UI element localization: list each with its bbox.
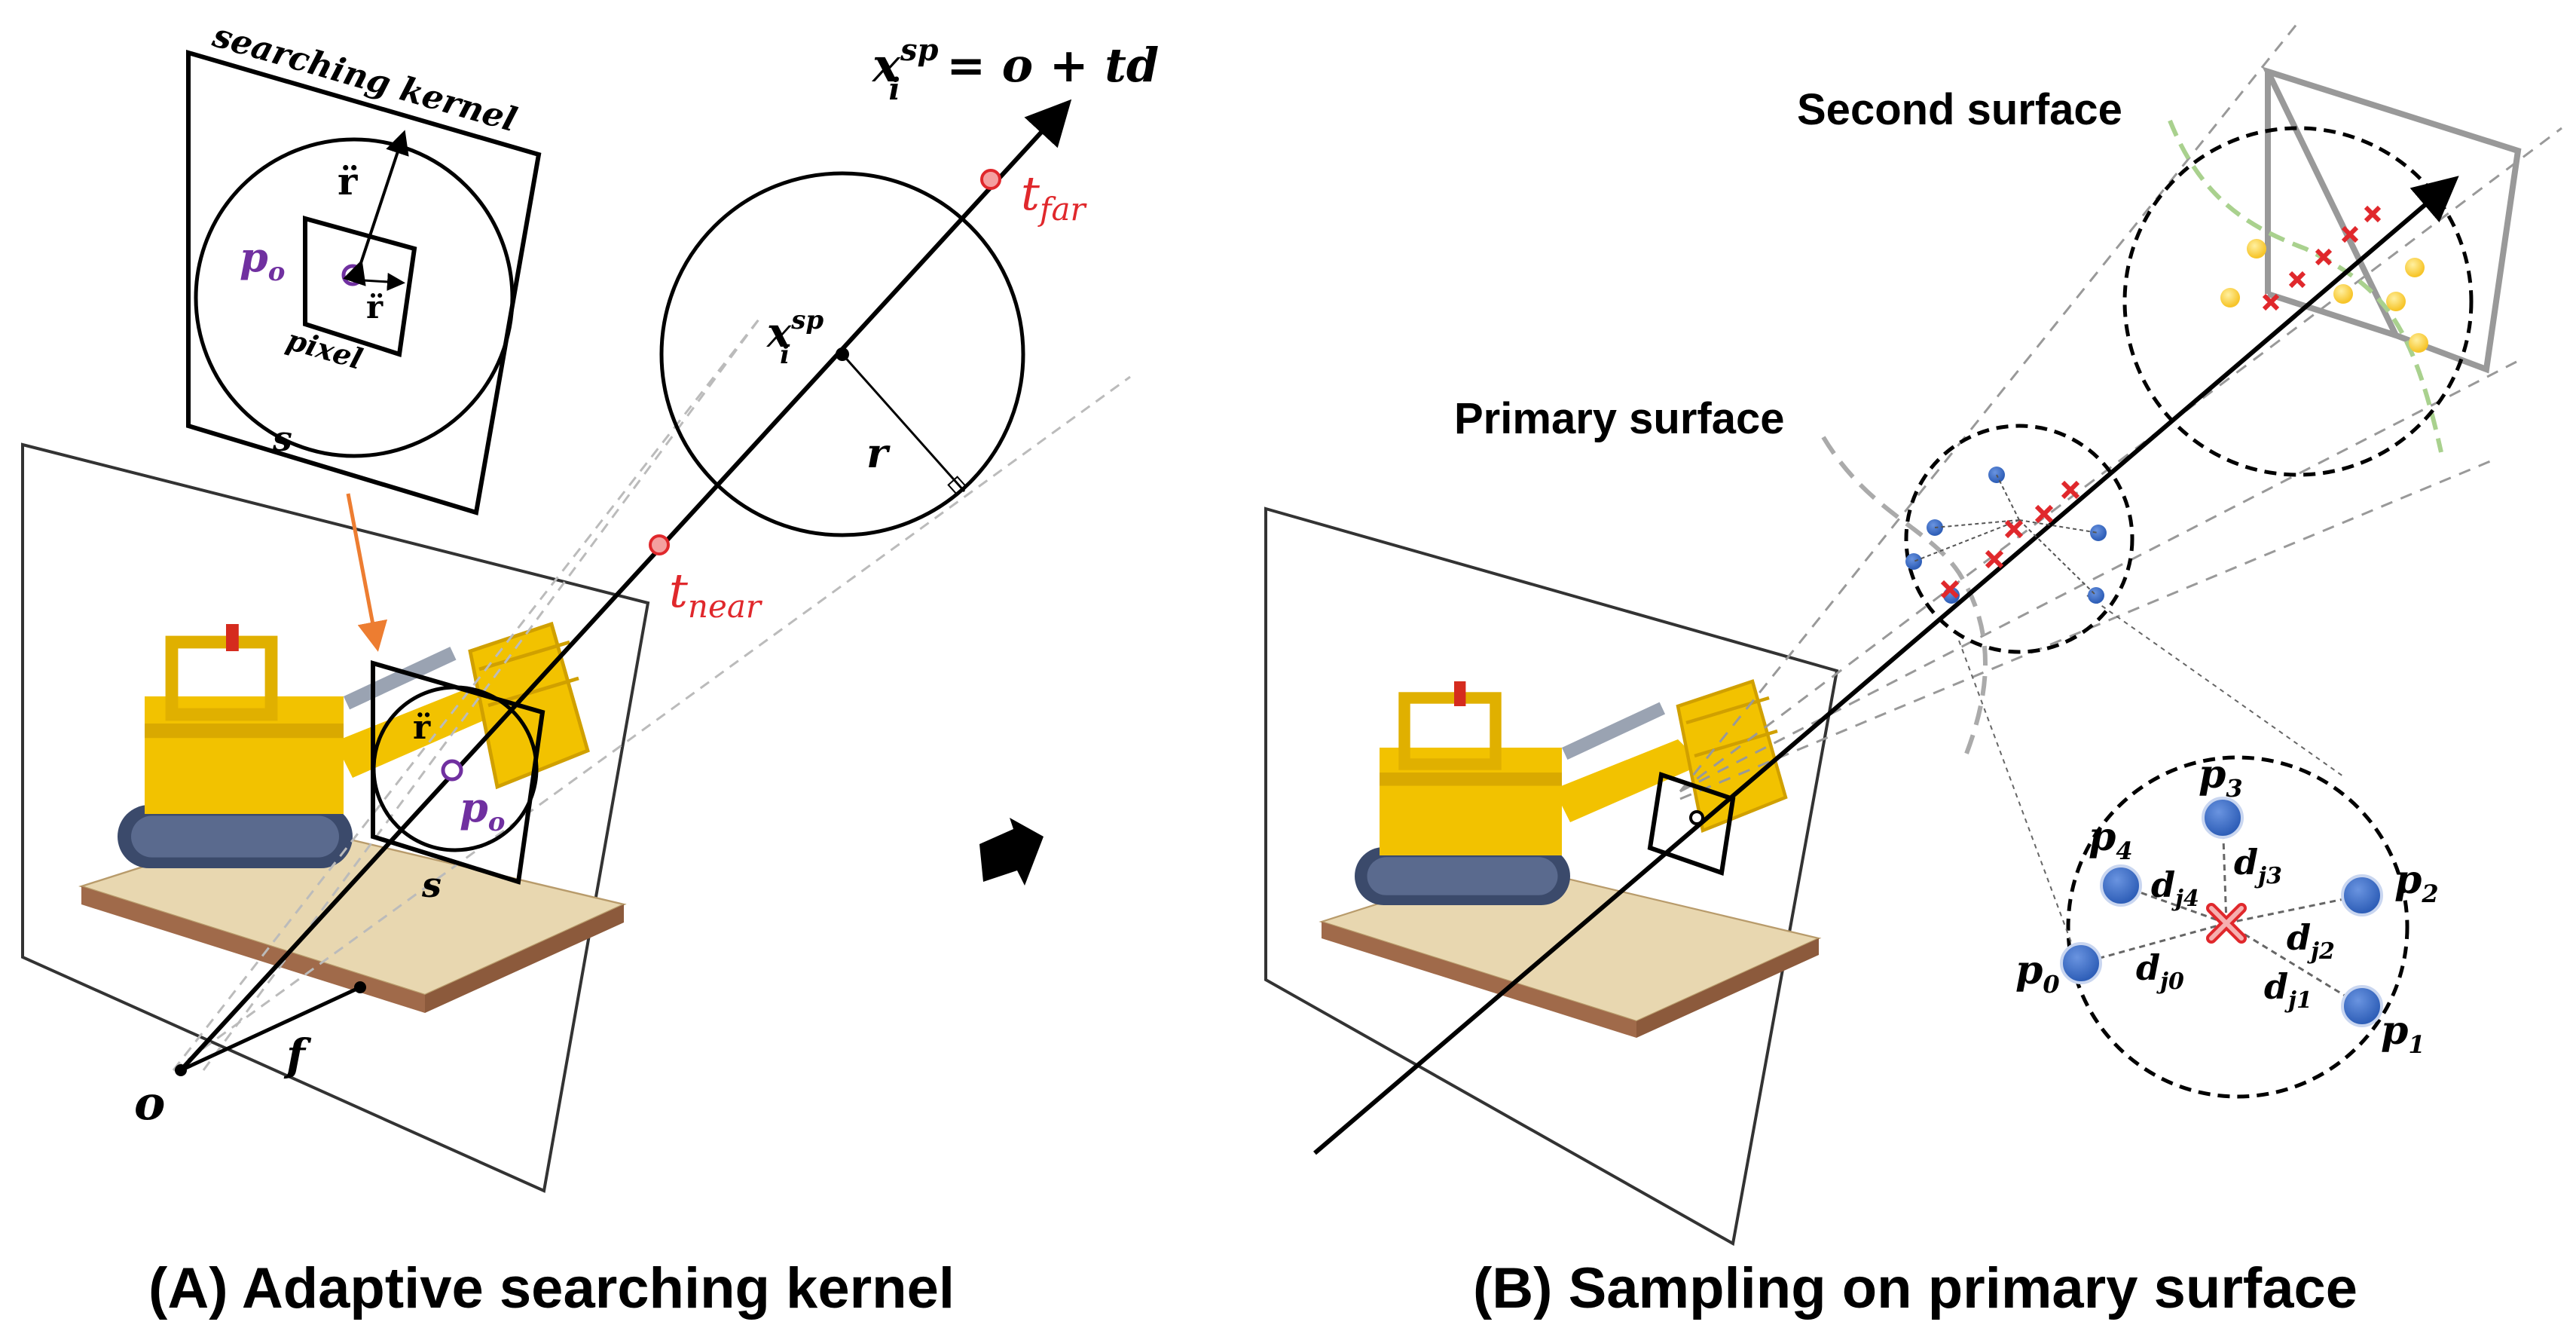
p2-label: p2 — [2394, 857, 2439, 908]
primary-circle — [1904, 424, 2134, 654]
principal-ray — [179, 99, 1072, 1072]
po-point-top — [341, 264, 364, 286]
origin-label: o — [134, 1075, 165, 1131]
r-arrow-small — [362, 272, 405, 291]
po-point-image — [441, 759, 463, 782]
r-arrow-large — [343, 130, 409, 286]
zoom-blue-points — [2060, 797, 2383, 1027]
sphere-center-label: xsp i — [766, 305, 824, 370]
t-far-marker — [980, 169, 1001, 190]
origin-dot — [175, 1064, 187, 1076]
primary-sample-crosses — [1940, 480, 2080, 599]
p1-label: p1 — [2381, 1008, 2425, 1059]
second-surface-plane — [2262, 66, 2522, 374]
dj2-label: dj2 — [2287, 917, 2335, 965]
ray-equation: xsp i = o + td — [871, 32, 1159, 107]
kernel-circle-on-image — [371, 685, 539, 852]
point-p3 — [2202, 797, 2244, 839]
po-label-image: po — [460, 783, 505, 837]
dj4-label: dj4 — [2151, 864, 2199, 912]
r-label-large: r̈ — [338, 159, 358, 203]
radius-label: r — [866, 429, 891, 477]
second-surface-label: Second surface — [1797, 85, 2122, 134]
orange-pointer — [346, 493, 388, 652]
zoom-circle — [2066, 755, 2409, 1099]
t-far-label: tfar — [1021, 166, 1088, 228]
second-surface-curve — [2168, 119, 2443, 453]
second-sample-crosses — [2262, 205, 2382, 311]
primary-surface-curve — [1821, 436, 1988, 755]
p4-label: p4 — [2089, 814, 2133, 865]
point-p4 — [2100, 864, 2142, 907]
pixel-square-b — [1647, 772, 1736, 877]
panel-b: p3 p4 p2 p0 p1 dj3 dj4 dj2 dj0 dj1 Secon… — [1264, 22, 2562, 1320]
panel-a: searching kernel pixel po r̈ r̈ s xsp i =… — [21, 16, 1159, 1320]
s-label-image: s — [421, 864, 442, 905]
zoom-connector-right — [2086, 595, 2344, 777]
dj1-label: dj1 — [2264, 966, 2312, 1014]
dj3-label: dj3 — [2234, 842, 2282, 889]
t-near-label: tnear — [669, 563, 763, 625]
radius-line — [841, 353, 966, 492]
cone-lines — [172, 316, 1131, 1072]
point-p0 — [2060, 942, 2102, 984]
point-p1 — [2341, 985, 2383, 1027]
zoom-connector-left — [1958, 640, 2080, 965]
primary-neighbor-lines — [1913, 474, 2099, 596]
search-sphere — [659, 171, 1025, 537]
r-label-image: r̈ — [413, 708, 431, 747]
caption-b: (B) Sampling on primary surface — [1473, 1256, 2358, 1320]
focal-dot — [354, 981, 366, 993]
s-label-top: s — [272, 418, 292, 459]
caption-a: (A) Adaptive searching kernel — [148, 1256, 955, 1320]
po-label-top: po — [240, 233, 285, 287]
p0-label: p0 — [2015, 947, 2060, 999]
t-near-marker — [649, 534, 670, 555]
arrow-right-icon — [979, 818, 1044, 886]
dj0-label: dj0 — [2136, 947, 2184, 995]
point-p2 — [2341, 874, 2383, 916]
second-yellow-points — [2220, 239, 2428, 353]
ray-b — [1313, 176, 2459, 1155]
primary-surface-label: Primary surface — [1454, 394, 1784, 443]
p3-label: p3 — [2199, 751, 2243, 803]
r-label-small: r̈ — [366, 289, 383, 326]
focal-line — [179, 985, 362, 1072]
second-circle — [2122, 126, 2474, 477]
right-angle-mark — [947, 476, 967, 495]
